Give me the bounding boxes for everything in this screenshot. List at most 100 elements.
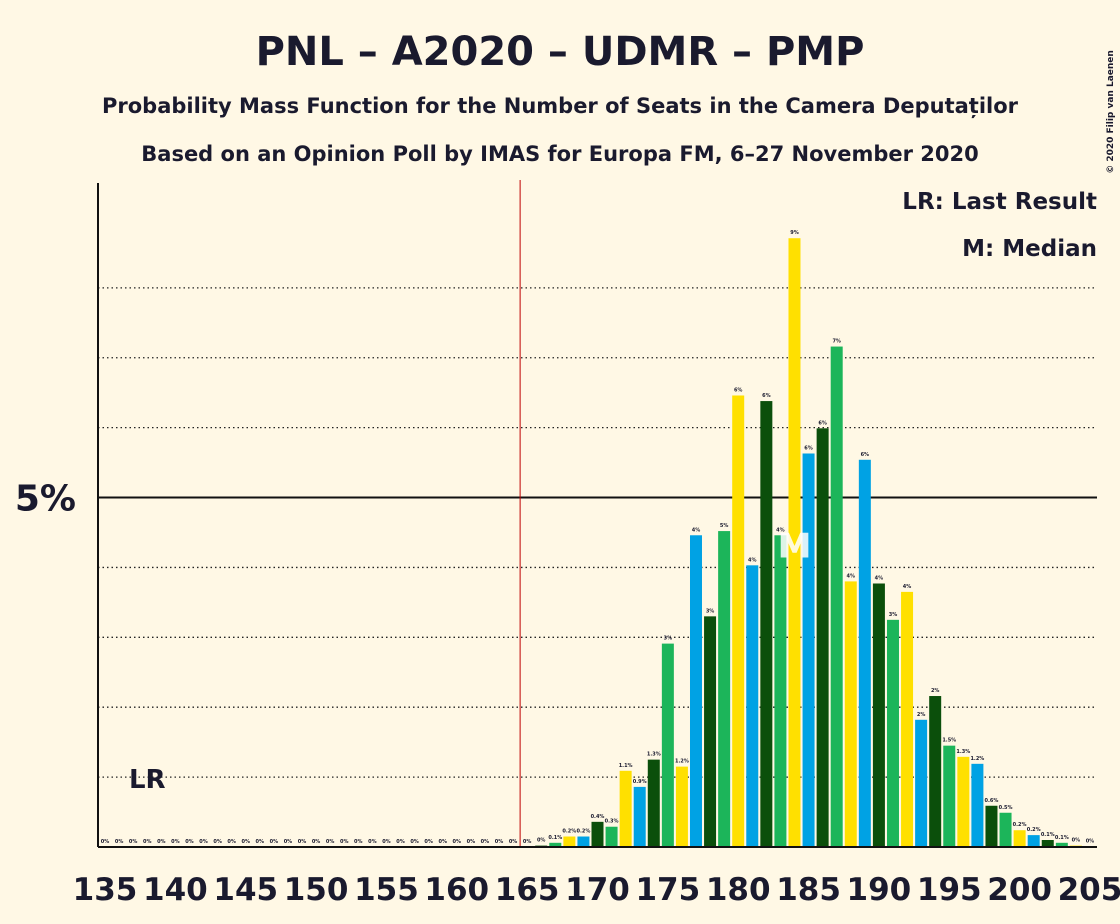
value-label: 3% [706,608,715,614]
bar [901,591,914,847]
value-label: 0.2% [576,829,590,835]
x-tick-label: 190 [847,872,912,908]
value-label: 5% [720,523,729,529]
bar [999,812,1012,847]
bar [886,619,899,847]
value-label: 0% [312,839,321,845]
value-label: 0% [368,839,377,845]
value-label: 0.2% [1013,822,1027,828]
bar [661,643,674,847]
bar [915,719,928,847]
value-label: 0% [270,839,279,845]
value-label: 0.1% [548,835,562,841]
bar [633,786,646,847]
median-marker: M [778,526,812,566]
bar [844,581,857,847]
value-label: 0.6% [985,798,999,804]
value-label: 4% [875,575,884,581]
x-tick-label: 200 [987,872,1052,908]
value-label: 4% [692,527,701,533]
value-label: 4% [903,584,912,590]
bar [985,805,998,847]
bar [689,535,702,847]
value-label: 0% [256,839,265,845]
bar [549,842,562,847]
bar [1013,830,1026,847]
value-label: 9% [790,230,799,236]
bar [563,836,576,847]
bar [1041,840,1054,847]
bar [774,535,787,847]
value-label: 0% [424,839,433,845]
value-label: 0.5% [999,805,1013,811]
bar [591,821,604,847]
bar [732,395,745,847]
value-label: 0% [1086,838,1095,844]
x-tick-label: 165 [495,872,560,908]
value-label: 1.1% [619,763,633,769]
value-label: 0% [467,839,476,845]
value-label: 3% [664,636,673,642]
bar [971,763,984,847]
value-label: 0.1% [1055,835,1069,841]
value-label: 4% [847,573,856,579]
bar [957,756,970,847]
bar [605,826,618,847]
value-label: 6% [818,420,827,426]
bar [675,766,688,847]
bar [816,428,829,847]
bar [704,616,717,847]
value-label: 0% [185,839,194,845]
value-label: 0% [396,839,405,845]
value-label: 0% [101,839,110,845]
copyright: © 2020 Filip van Laenen [1106,50,1116,174]
x-tick-label: 135 [73,872,138,908]
value-label: 0% [157,839,166,845]
value-label: 0.4% [591,814,605,820]
value-label: 0% [171,839,180,845]
value-label: 0% [438,839,447,845]
value-label: 1.2% [970,756,984,762]
x-tick-label: 180 [706,872,771,908]
value-label: 1.3% [956,749,970,755]
value-label: 0.2% [1027,827,1041,833]
value-label: 0.2% [562,829,576,835]
value-label: 0% [340,839,349,845]
value-label: 0.9% [633,779,647,785]
legend-entry: LR: Last Result [902,189,1097,215]
chart-title: PNL – A2020 – UDMR – PMP [256,29,865,75]
value-label: 0.3% [605,819,619,825]
value-label: 0% [298,839,307,845]
x-tick-label: 140 [143,872,208,908]
value-label: 0% [199,839,208,845]
last-result-marker: LR [129,765,166,795]
value-label: 0% [509,839,518,845]
bar [760,401,773,847]
bar [929,696,942,847]
value-label: 1.2% [675,759,689,765]
bar [872,583,885,847]
y-tick-label: 5% [15,479,76,520]
value-label: 0% [213,839,222,845]
value-label: 0% [1072,838,1081,844]
value-label: 3% [889,612,898,618]
value-label: 0% [410,839,419,845]
value-label: 6% [734,387,743,393]
x-tick-label: 175 [635,872,700,908]
value-label: 4% [748,557,757,563]
bar [802,453,815,847]
value-label: 6% [804,445,813,451]
value-label: 0% [523,839,532,845]
chart-subtitle: Based on an Opinion Poll by IMAS for Eur… [141,142,978,166]
chart-subtitle: Probability Mass Function for the Number… [102,94,1019,119]
value-label: 2% [917,712,926,718]
bar [718,531,731,847]
value-label: 6% [762,393,771,399]
x-tick-label: 185 [776,872,841,908]
value-label: 0% [129,839,138,845]
bar [943,745,956,847]
value-label: 0% [481,839,490,845]
x-tick-label: 145 [213,872,278,908]
value-label: 1.3% [647,752,661,758]
